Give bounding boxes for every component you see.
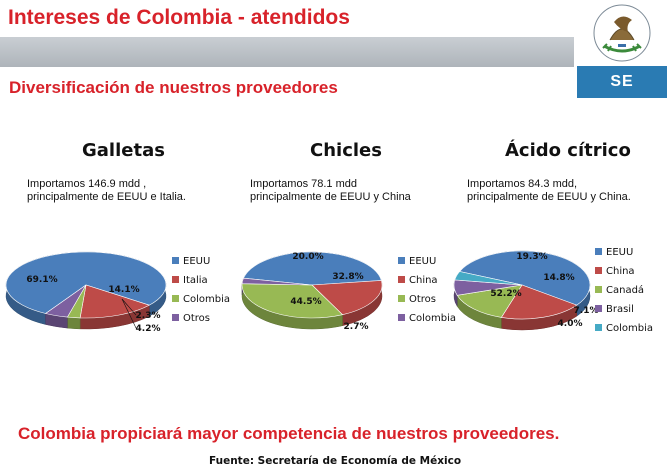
legend-swatch-eeuu: [172, 257, 179, 264]
pie-chart-galletas: 69.1% 14.1% 2.3% 4.2% EEUU Italia Colombia Otro…: [5, 251, 230, 334]
pie-chart-chicles: 44.5% 20.0% 32.8% 2.7% EEUU China Otros Colombi…: [241, 251, 456, 332]
data-label-china: 19.3%: [516, 252, 547, 262]
slice-eeuu: [5, 251, 167, 314]
legend-swatch-china: [398, 276, 405, 283]
chart-description-chicles: Importamos 78.1 mdd principalmente de EE…: [250, 178, 411, 203]
leader-line-colombia: [121, 298, 137, 316]
legend-label-eeuu: EEUU: [183, 256, 210, 267]
legend-swatch-colombia: [595, 324, 602, 331]
legend-swatch-otros: [398, 295, 405, 302]
legend-swatch-china: [595, 267, 602, 274]
slice-china: [311, 280, 383, 316]
data-label-eeuu: 52.2%: [490, 289, 521, 299]
legend-swatch-colombia: [398, 314, 405, 321]
slice-side-colombia: [67, 316, 81, 330]
data-label-canada: 14.8%: [543, 273, 574, 283]
slide-subtitle: Diversificación de nuestros proveedores: [9, 78, 338, 97]
agency-badge: SE: [577, 66, 667, 98]
slice-otros: [241, 283, 344, 319]
chart-title-galletas: Galletas: [82, 140, 165, 161]
legend-swatch-colombia: [172, 295, 179, 302]
legend-swatch-brasil: [595, 305, 602, 312]
data-label-otros: 32.8%: [332, 272, 363, 282]
chart-description-acido-citrico: Importamos 84.3 mdd, principalmente de E…: [467, 178, 631, 203]
legend-label-eeuu: EEUU: [606, 247, 633, 258]
legend-swatch-italia: [172, 276, 179, 283]
legend-swatch-otros: [172, 314, 179, 321]
legend-swatch-canada: [595, 286, 602, 293]
data-label-eeuu: 69.1%: [26, 275, 57, 285]
legend-label-canada: Canadá: [606, 284, 644, 296]
legend-label-colombia: Colombia: [183, 294, 230, 305]
data-label-colombia: 2.7%: [344, 322, 369, 332]
slice-eeuu: [243, 251, 382, 286]
chart-title-acido-citrico: Ácido cítrico: [505, 140, 631, 161]
chart-description-galletas: Importamos 146.9 mdd , principalmente de…: [27, 178, 186, 203]
slice-italia: [79, 284, 151, 319]
slice-canada: [456, 284, 523, 318]
legend-label-colombia: Colombia: [606, 323, 653, 334]
conclusion-text: Colombia propiciará mayor competencia de…: [18, 424, 560, 443]
legend-label-otros: Otros: [183, 313, 210, 324]
pie-chart-acido-citrico: 52.2% 19.3% 14.8% 7.1% 4.0% EEUU China Canadá Br…: [453, 247, 653, 334]
chart-title-chicles: Chicles: [310, 140, 382, 161]
data-label-italia: 14.1%: [108, 285, 139, 295]
data-label-otros: 4.2%: [136, 324, 161, 334]
legend-label-china: China: [606, 266, 635, 277]
legend-swatch-eeuu: [398, 257, 405, 264]
legend-label-eeuu: EEUU: [409, 256, 436, 267]
slice-colombia: [454, 271, 523, 286]
legend-label-colombia: Colombia: [409, 313, 456, 324]
legend-label-china: China: [409, 275, 438, 286]
coat-of-arms-icon: [593, 4, 651, 62]
legend-label-otros: Otros: [409, 294, 436, 305]
source-note: Fuente: Secretaría de Economía de México: [208, 455, 462, 467]
slice-eeuu: [459, 250, 591, 306]
slice-colombia: [241, 277, 313, 286]
legend-swatch-eeuu: [595, 248, 602, 255]
slice-otros: [44, 284, 87, 318]
slide-title: Intereses de Colombia - atendidos: [8, 6, 350, 29]
data-label-china: 20.0%: [292, 252, 323, 262]
data-label-colombia: 2.3%: [136, 311, 161, 321]
data-label-colombia: 4.0%: [558, 319, 583, 329]
data-label-brasil: 7.1%: [574, 306, 599, 316]
header-band: [0, 37, 670, 67]
slice-china: [500, 284, 578, 320]
data-label-eeuu: 44.5%: [290, 297, 321, 307]
legend-label-brasil: Brasil: [606, 304, 634, 315]
leader-line-otros: [121, 298, 137, 329]
legend-label-italia: Italia: [183, 275, 208, 286]
